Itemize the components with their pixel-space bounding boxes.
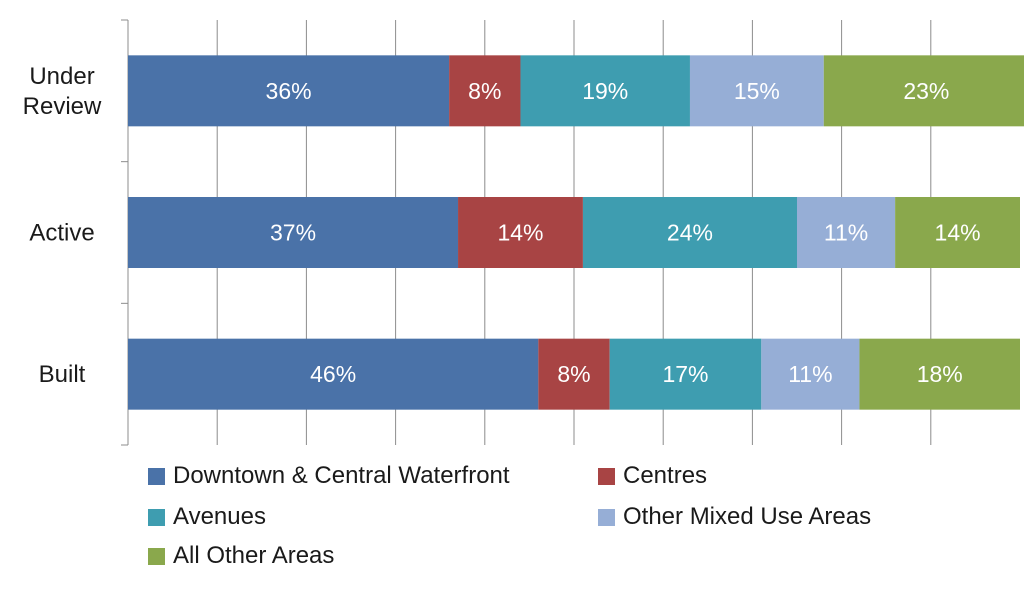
bar-segment [609,338,762,410]
legend-item-other-mixed-use: Other Mixed Use Areas [598,503,871,531]
segment-label: 18% [917,361,963,387]
legend-label-all-other-areas: All Other Areas [173,542,335,569]
legend-swatch-downtown [148,467,165,485]
bar-segment [128,338,539,410]
segment-label: 24% [667,220,713,246]
segment-label: 11% [788,361,832,387]
segment-label: 11% [824,220,868,246]
segment-label: 15% [734,78,780,104]
category-axis [121,19,129,446]
segment-label: 36% [266,78,312,104]
category-label: Under Review [23,63,102,120]
bar-segment [538,338,610,410]
bar-segment [797,197,896,268]
bar-segment [520,55,690,127]
bar-segment [859,338,1020,410]
bar-segment [895,197,1020,268]
legend-label-avenues: Avenues [173,503,266,530]
bar-segments [128,55,1024,410]
legend-label-other-mixed-use: Other Mixed Use Areas [623,503,872,530]
segment-label: 14% [935,220,981,246]
bar-segment [823,55,1024,127]
legend-swatch-other-mixed-use [598,508,615,526]
legend-item-downtown: Downtown & Central Waterfront [148,462,510,490]
bar-segment [128,197,459,268]
bar-segment [761,338,860,410]
segment-label: 14% [497,220,543,246]
stacked-bar-chart: 36% 8% 19% 15% 23% 37% 14% 24% 11% 14% 46% 8% 17% 11%… [23,19,1024,446]
legend-swatch-centres [598,467,615,485]
bar-segment [689,55,824,127]
segment-label: 23% [903,78,949,104]
category-labels: Under Review Active Built [23,63,102,388]
segment-labels: 36% 8% 19% 15% 23% 37% 14% 24% 11% 14% 46% 8% 17% 11%… [266,78,981,387]
segment-label: 8% [557,361,590,387]
bar-segment [582,197,797,268]
bar-segment [458,197,583,268]
legend-item-avenues: Avenues [148,503,266,531]
category-label: Built [39,361,86,388]
category-label: Active [29,220,94,247]
legend-swatch-all-other-areas [148,547,165,565]
segment-label: 37% [270,220,316,246]
bar-segment [128,55,450,127]
segment-label: 8% [468,78,501,104]
legend-item-all-other-areas: All Other Areas [148,542,334,570]
segment-label: 17% [662,361,708,387]
bar-segment [449,55,521,127]
legend-label-downtown: Downtown & Central Waterfront [173,462,510,489]
segment-label: 19% [582,78,628,104]
legend-item-centres: Centres [598,462,707,490]
legend-label-centres: Centres [623,462,708,489]
segment-label: 46% [310,361,356,387]
legend-swatch-avenues [148,508,165,526]
